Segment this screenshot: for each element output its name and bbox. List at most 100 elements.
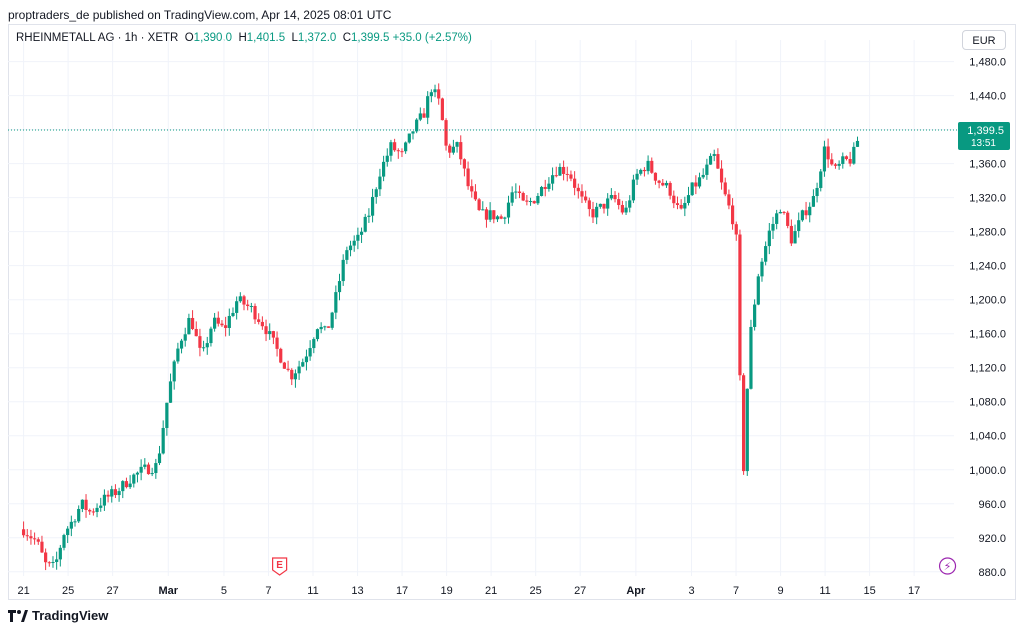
candle-body [628, 200, 632, 208]
candle-body [580, 191, 584, 197]
candle-body [595, 206, 599, 218]
candle-body [815, 187, 819, 197]
candle-body [312, 339, 316, 349]
candle-body [88, 509, 92, 512]
candle-body [800, 210, 804, 221]
candle-body [378, 176, 382, 190]
candle-body [286, 368, 290, 370]
candle-body [374, 189, 378, 197]
candle-body [315, 329, 320, 340]
candle-body [719, 168, 724, 183]
candle-body [451, 146, 455, 153]
candle-body [139, 466, 143, 473]
candle-body [275, 337, 279, 349]
candle-body [21, 529, 26, 536]
candle-body [440, 98, 444, 121]
x-tick-label: 13 [351, 585, 363, 597]
open-label: O [184, 32, 194, 44]
candle-body [77, 508, 81, 522]
candle-body [268, 331, 272, 335]
candle-body [220, 323, 224, 326]
candle-body [543, 186, 547, 189]
y-tick-label: 1,120.0 [969, 363, 1006, 375]
candle-body [345, 250, 349, 260]
symbol-legend: RHEINMETALL AG · 1h · XETR O 1,390.0 H 1,4… [16, 32, 472, 44]
candle-body [470, 186, 474, 192]
candle-body [128, 483, 132, 488]
candle-body [213, 317, 217, 329]
candle-body [510, 192, 514, 203]
x-tick-label: 21 [485, 585, 497, 597]
candle-body [789, 225, 793, 244]
candle-body [852, 146, 856, 164]
candle-body [808, 206, 812, 216]
earnings-icon [272, 557, 288, 576]
candle-body [161, 427, 165, 454]
candle-body [771, 223, 775, 231]
x-tick-label: Apr [626, 585, 646, 597]
y-tick-label: 1,040.0 [969, 431, 1006, 443]
candle-body [657, 180, 661, 183]
candle-body [492, 210, 496, 220]
candle-body [690, 182, 694, 196]
candle-body [370, 196, 375, 216]
candle-body [822, 146, 827, 172]
candle-body [646, 160, 650, 172]
candle-body [499, 216, 503, 219]
candle-body [587, 200, 591, 210]
candle-body [613, 195, 617, 200]
candle-body [742, 375, 746, 472]
candle-body [150, 473, 154, 475]
open-value: 1,390.0 [193, 32, 233, 44]
candle-body [308, 348, 312, 357]
candle-body [95, 507, 99, 512]
candle-body [304, 356, 309, 363]
candle-body [99, 505, 103, 508]
candle-body [198, 336, 202, 348]
candle-body [554, 175, 558, 177]
published-line: proptraders_de published on TradingView.… [8, 8, 392, 22]
candle-body [426, 96, 430, 118]
symbol-name[interactable]: RHEINMETALL AG · 1h · XETR [16, 32, 179, 44]
candle-body [293, 373, 298, 380]
candle-body [326, 326, 331, 328]
candle-body [712, 154, 716, 156]
candle-body [528, 201, 533, 203]
candle-body [389, 142, 393, 156]
candle-body [132, 474, 136, 484]
candle-body [253, 305, 257, 320]
candle-body [558, 166, 562, 176]
high-value: 1,401.5 [246, 32, 286, 44]
candle-body [102, 494, 107, 506]
tradingview-brand[interactable]: TradingView [8, 608, 108, 623]
candle-body [782, 211, 786, 213]
candle-body [91, 511, 95, 513]
candle-body [473, 191, 478, 200]
last-price-countdown: 13:51 [971, 138, 996, 149]
candle-body [146, 464, 151, 475]
close-value: 1,399.5 [351, 32, 390, 44]
candle-body [837, 163, 841, 166]
candle-body [723, 182, 727, 195]
close-label: C [342, 32, 351, 44]
candle-body [179, 340, 184, 349]
change-value: +35.0 (+2.57%) [392, 32, 472, 44]
y-tick-label: 1,200.0 [969, 295, 1006, 307]
candle-body [536, 195, 540, 204]
currency-button[interactable]: EUR [962, 30, 1006, 50]
candle-body [393, 142, 397, 151]
candle-body [69, 521, 73, 529]
candle-body [466, 168, 470, 187]
candle-body [235, 301, 239, 313]
candle-body [260, 321, 264, 327]
x-tick-label: 3 [688, 585, 694, 597]
y-tick-label: 1,480.0 [969, 57, 1006, 69]
candle-body [672, 195, 676, 204]
candle-body [675, 203, 680, 206]
candle-body [639, 169, 643, 174]
candle-body [778, 211, 782, 214]
candle-body [80, 499, 84, 509]
candle-body [62, 535, 66, 548]
candle-body [606, 198, 610, 209]
